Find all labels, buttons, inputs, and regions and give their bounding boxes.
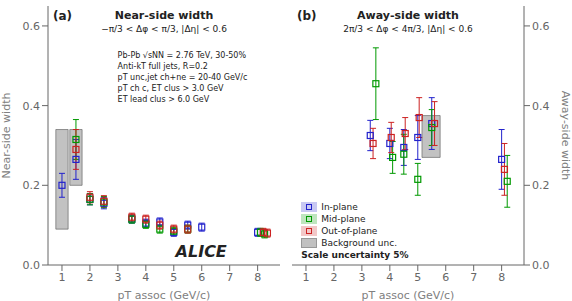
svg-text:4: 4 [142,271,149,284]
svg-text:pT assoc (GeV/c): pT assoc (GeV/c) [362,289,455,301]
html-text:ET lead clus > 6.0 GeV: ET lead clus > 6.0 GeV [117,95,210,104]
svg-text:7: 7 [226,271,233,284]
html-text:pT ch c, ET clus > 3.0 GeV: pT ch c, ET clus > 3.0 GeV [117,84,224,93]
html-text:ALICE: ALICE [175,242,227,261]
svg-text:Away-side width: Away-side width [559,91,564,180]
html-text:−π/3 < Δφ < π/3, |Δη| < 0.6: −π/3 < Δφ < π/3, |Δη| < 0.6 [101,24,227,34]
svg-text:4: 4 [386,271,393,284]
html-text:Mid-plane: Mid-plane [321,214,366,224]
svg-text:8: 8 [254,271,261,284]
svg-text:6: 6 [198,271,205,284]
html-text:Near-side width: Near-side width [114,9,214,22]
svg-text:0.4: 0.4 [23,100,41,113]
svg-text:Near-side width: Near-side width [8,93,13,179]
html-text:Scale uncertainty 5%: Scale uncertainty 5% [301,250,409,260]
svg-text:2: 2 [330,271,337,284]
html-text:Away-side width: Away-side width [357,9,459,22]
html-text:Background unc.: Background unc. [321,238,397,248]
html-text:(b): (b) [297,9,317,23]
svg-text:0.6: 0.6 [532,20,550,33]
svg-text:3: 3 [358,271,365,284]
svg-text:0.2: 0.2 [23,179,41,192]
svg-text:2: 2 [86,271,93,284]
svg-text:0.2: 0.2 [532,179,550,192]
html-text:Out-of-plane: Out-of-plane [321,226,378,236]
svg-text:5: 5 [170,271,177,284]
svg-text:7: 7 [470,271,477,284]
svg-text:pT assoc (GeV/c): pT assoc (GeV/c) [118,289,211,301]
html-text:2π/3 < Δφ < 4π/3, |Δη| < 0.6: 2π/3 < Δφ < 4π/3, |Δη| < 0.6 [343,24,473,34]
html-text:Pb-Pb √sNN = 2.76 TeV, 30-50%: Pb-Pb √sNN = 2.76 TeV, 30-50% [117,51,247,60]
html-text:Anti-kT full jets, R=0.2: Anti-kT full jets, R=0.2 [117,62,208,71]
svg-text:1: 1 [58,271,65,284]
svg-text:1: 1 [302,271,309,284]
svg-text:0.4: 0.4 [532,100,550,113]
svg-text:8: 8 [498,271,505,284]
svg-text:0.6: 0.6 [23,20,41,33]
svg-text:5: 5 [414,271,421,284]
svg-text:0.0: 0.0 [532,259,550,272]
html-text:(a): (a) [53,9,73,23]
svg-text:3: 3 [114,271,121,284]
html-text:pT unc,jet ch+ne = 20-40 GeV/c: pT unc,jet ch+ne = 20-40 GeV/c [117,73,248,82]
html-text:In-plane: In-plane [321,202,358,212]
svg-text:6: 6 [442,271,449,284]
svg-text:0.0: 0.0 [23,259,41,272]
